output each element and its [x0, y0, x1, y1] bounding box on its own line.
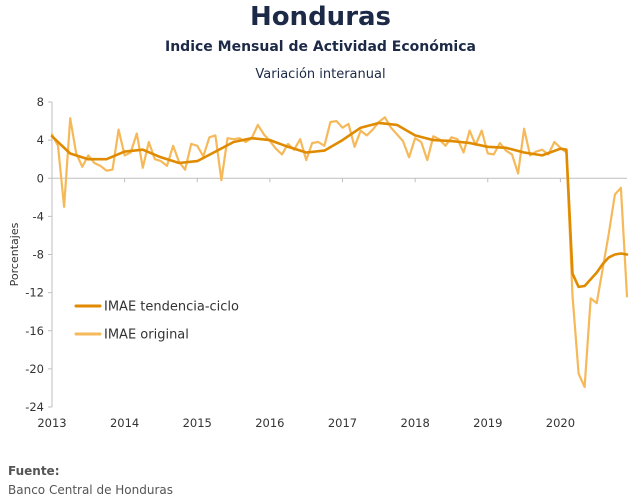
x-tick-label: 2018 — [401, 416, 430, 430]
y-tick-label: -16 — [25, 324, 44, 338]
y-tick-label: -20 — [25, 362, 44, 376]
x-tick-label: 2020 — [546, 416, 575, 430]
y-tick-label: 4 — [37, 133, 44, 147]
x-tick-label: 2015 — [183, 416, 212, 430]
y-tick-label: -4 — [33, 209, 44, 223]
x-tick-label: 2019 — [473, 416, 502, 430]
x-tick-label: 2016 — [255, 416, 284, 430]
x-tick-label: 2017 — [328, 416, 357, 430]
source-text: Banco Central de Honduras — [8, 483, 173, 497]
series-line-original — [50, 116, 629, 389]
y-tick-label: -12 — [25, 286, 44, 300]
y-tick-label: -24 — [25, 400, 44, 414]
series-line-trend — [50, 121, 629, 289]
y-tick-label: -8 — [33, 248, 44, 262]
chart-legend: IMAE tendencia-ciclo IMAE original — [74, 300, 239, 343]
y-tick-label: 0 — [37, 171, 44, 185]
chart-subtitle: Indice Mensual de Actividad Económica — [165, 39, 476, 55]
x-tick-label: 2014 — [110, 416, 139, 430]
chart-axes: 8 4 0 -4 -8 -12 -16 -20 -24 2013 2014 2015 2016 2017 2… — [25, 95, 627, 430]
chart-series — [50, 116, 629, 389]
y-axis-label: Porcentajes — [8, 222, 21, 286]
y-tick-label: 8 — [37, 95, 44, 109]
source-label: Fuente: — [8, 464, 60, 478]
legend-label-trend: IMAE tendencia-ciclo — [104, 300, 239, 315]
chart-subtitle-secondary: Variación interanual — [255, 67, 386, 82]
x-tick-label: 2013 — [37, 416, 66, 430]
legend-label-original: IMAE original — [104, 328, 189, 343]
chart-title: Honduras — [249, 2, 392, 32]
